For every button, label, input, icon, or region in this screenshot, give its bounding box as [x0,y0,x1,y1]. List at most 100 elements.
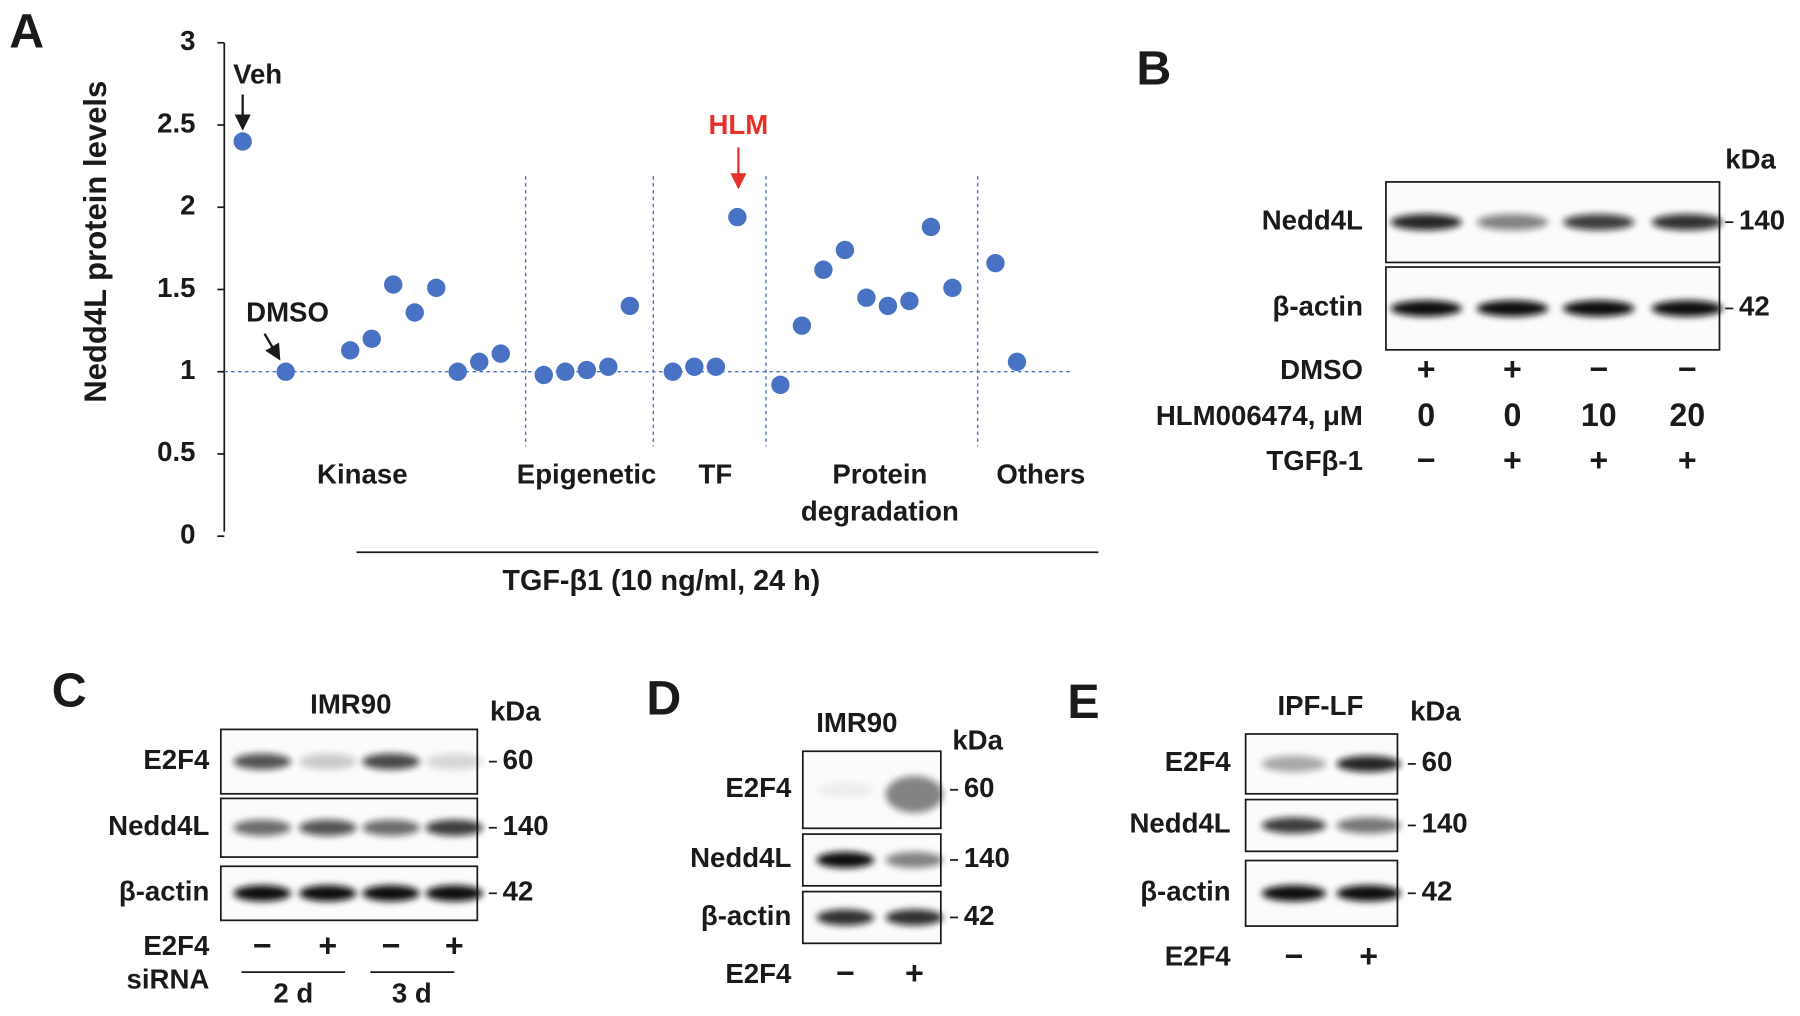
kda-marker: 140 [964,842,1010,873]
condition-value: 0 [1504,397,1522,433]
kda-header: kDa [1725,144,1776,175]
group-label: TF [699,459,733,490]
data-point [878,296,898,316]
kda-marker: 140 [503,810,549,841]
condition-label: E2F4 [143,930,210,961]
blot-band [816,781,875,798]
blot-title: IMR90 [816,707,897,738]
condition-value: 0 [1417,397,1435,433]
condition-value: − [1589,351,1608,387]
band-label: Nedd4L [1262,204,1363,235]
kda-marker: 42 [503,876,534,907]
condition-label: DMSO [1280,354,1363,385]
kda-header: kDa [490,696,541,727]
data-point [792,316,812,335]
blot-band [299,885,357,902]
data-point [857,288,876,307]
blot-band [362,819,420,836]
data-point [771,375,790,395]
blot-band [1261,755,1327,772]
blot-title: IPF-LF [1277,690,1363,721]
condition-value: 20 [1669,397,1705,433]
kda-marker: 42 [964,900,995,931]
data-point [921,217,941,237]
blot-band [299,819,357,836]
data-point [276,362,295,381]
data-point [362,329,381,349]
blot-band [816,909,875,926]
condition-value: − [1285,938,1304,974]
blot-band [885,851,944,868]
band-label: Nedd4L [1129,808,1230,839]
blot-band [1651,300,1723,317]
y-tick-label: 0.5 [157,436,195,467]
blot-band [1476,300,1549,317]
group-label: degradation [801,495,959,526]
annotation: HLM [709,109,769,140]
kda-marker: 42 [1739,291,1770,322]
condition-value: + [318,927,337,963]
blot-band [1390,214,1462,231]
annotation-arrow [263,333,281,361]
data-point [835,240,855,260]
blot-band [1336,755,1401,772]
panel-label: E [1067,675,1099,729]
group-label: Others [996,459,1085,490]
y-tick-label: 2 [180,190,195,221]
kda-marker: 42 [1422,876,1453,907]
data-point [599,357,618,376]
condition-value: − [1417,442,1436,478]
band-label: Nedd4L [108,810,209,841]
kda-marker: 60 [964,772,995,803]
condition-value: − [253,927,272,963]
condition-label: E2F4 [1165,941,1232,972]
data-point [470,352,489,372]
blot-band [885,909,944,926]
y-tick-label: 0 [180,518,195,549]
data-point [663,362,683,381]
condition-value: − [836,955,855,991]
condition-value: − [1678,351,1697,387]
y-tick-label: 3 [180,25,195,56]
time-label: 2 d [273,977,313,1008]
condition-value: + [1503,442,1522,478]
condition-value: + [1417,351,1436,387]
blot-band [1563,300,1635,317]
data-point [943,278,962,298]
kda-marker: 60 [503,744,534,775]
blot-band [1336,817,1401,834]
blot-band [1261,817,1327,834]
data-point [233,132,252,151]
band-label: Nedd4L [690,842,791,873]
blot-band [1336,885,1401,902]
panel-label: B [1136,41,1171,95]
band-label: β-actin [701,900,791,931]
panel-label: C [52,664,87,718]
kda-marker: 140 [1422,808,1468,839]
data-point [556,362,575,381]
blot-band [1390,300,1462,317]
data-point [900,291,919,311]
kda-marker: 140 [1739,204,1785,235]
panel-label: A [9,4,44,58]
condition-value: + [905,955,924,991]
data-point [728,207,747,227]
condition-label: E2F4 [725,958,792,989]
condition-value: 10 [1581,397,1617,433]
blot-band [362,753,420,770]
condition-label: HLM006474, μM [1156,400,1363,431]
data-point [384,275,403,294]
data-point [534,365,553,385]
blot-band [233,885,291,902]
blot-band [816,851,875,868]
condition-value: + [1359,938,1378,974]
data-point [448,362,467,381]
blot-band [362,885,420,902]
blot-band [1261,885,1327,902]
time-label: 3 d [392,977,432,1008]
band-label: β-actin [1140,876,1230,907]
data-point [986,253,1005,273]
condition-label: TGFβ-1 [1266,445,1363,476]
group-label: Kinase [317,459,408,490]
